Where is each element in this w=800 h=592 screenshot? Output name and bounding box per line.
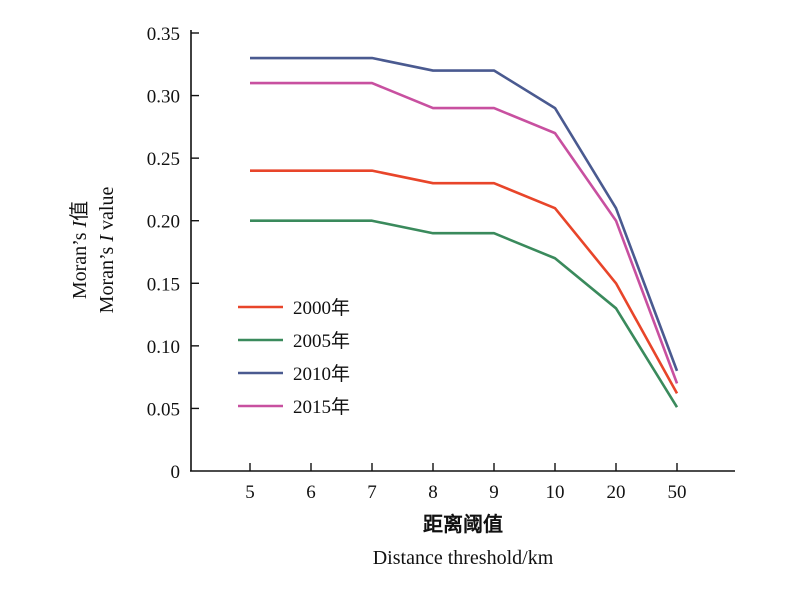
x-tick-label: 20 [607, 482, 626, 503]
y-tick-label: 0.10 [147, 337, 180, 358]
y-axis-title-en: Moran’s I value [96, 187, 118, 314]
legend-label: 2015年 [293, 396, 350, 418]
y-tick-label: 0.25 [147, 149, 180, 170]
y-tick-label: 0.35 [147, 24, 180, 45]
series-lines [250, 56, 679, 408]
x-tick-label: 6 [306, 482, 316, 503]
legend: 2000年 2005年 2010年 2015年 [238, 297, 350, 418]
legend-label: 2005年 [293, 330, 350, 352]
y-tick-label: 0 [171, 462, 181, 483]
y-ticks: 0 0.05 0.10 0.15 0.20 0.25 0.30 0.35 [147, 24, 199, 483]
series-line-1 [250, 219, 679, 408]
x-axis-title-cn: 距离阈值 [423, 512, 503, 536]
x-tick-label: 10 [546, 482, 565, 503]
series-line-3 [250, 81, 679, 384]
series-line-0 [250, 169, 679, 395]
legend-label: 2010年 [293, 363, 350, 385]
x-tick-label: 5 [245, 482, 255, 503]
y-tick-label: 0.30 [147, 87, 180, 108]
x-axis-title-en: Distance threshold/km [373, 547, 554, 569]
y-tick-label: 0.20 [147, 212, 180, 233]
legend-label: 2000年 [293, 297, 350, 319]
y-tick-label: 0.15 [147, 274, 180, 295]
x-tick-label: 7 [367, 482, 377, 503]
x-ticks: 5 6 7 8 9 10 20 50 [245, 463, 687, 503]
x-tick-label: 8 [428, 482, 438, 503]
series-line-2 [250, 56, 679, 372]
y-axis-title-cn: Moran’s I值 [68, 201, 91, 299]
axes [190, 30, 735, 472]
x-tick-label: 50 [668, 482, 687, 503]
y-tick-label: 0.05 [147, 399, 180, 420]
x-tick-label: 9 [489, 482, 499, 503]
